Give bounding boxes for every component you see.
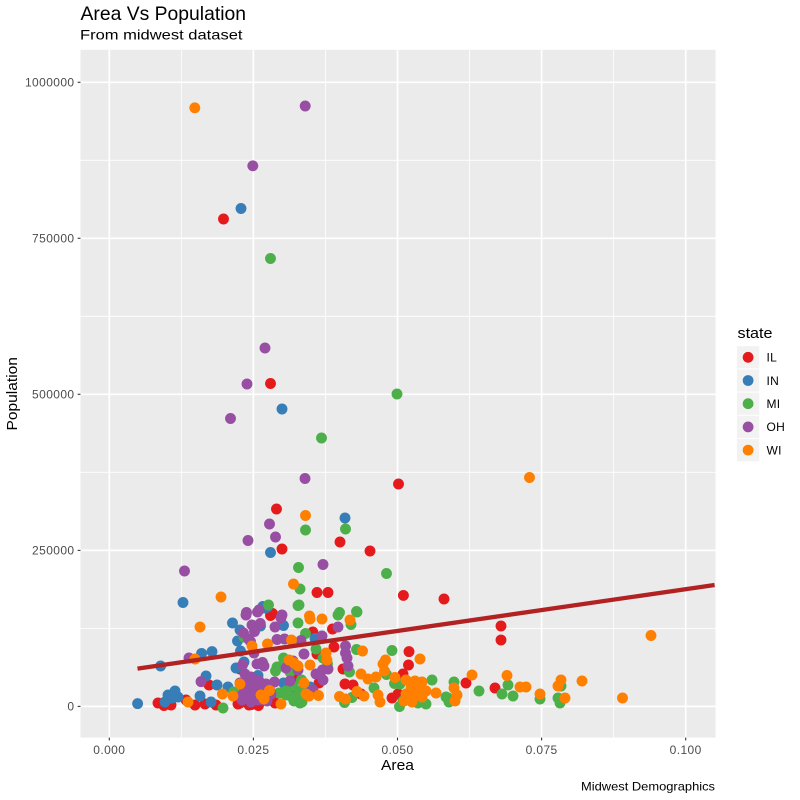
svg-text:From midwest dataset: From midwest dataset xyxy=(80,27,243,43)
svg-text:1000000: 1000000 xyxy=(25,76,75,90)
svg-text:IN: IN xyxy=(767,374,780,388)
svg-text:0.000: 0.000 xyxy=(93,743,125,757)
svg-text:250000: 250000 xyxy=(32,544,74,558)
svg-text:750000: 750000 xyxy=(32,232,74,246)
svg-text:0.075: 0.075 xyxy=(526,743,558,757)
svg-text:Midwest Demographics: Midwest Demographics xyxy=(581,780,715,794)
svg-text:500000: 500000 xyxy=(32,388,74,402)
svg-text:MI: MI xyxy=(767,397,781,411)
svg-text:0: 0 xyxy=(67,700,74,714)
svg-text:0.025: 0.025 xyxy=(237,743,269,757)
svg-text:0.100: 0.100 xyxy=(670,743,702,757)
svg-text:OH: OH xyxy=(767,420,786,434)
svg-text:Area: Area xyxy=(381,758,415,774)
svg-text:state: state xyxy=(738,326,773,342)
svg-text:Population: Population xyxy=(5,357,21,431)
svg-text:Area Vs Population: Area Vs Population xyxy=(81,3,247,25)
svg-text:IL: IL xyxy=(767,351,778,365)
svg-text:0.050: 0.050 xyxy=(381,743,413,757)
svg-text:WI: WI xyxy=(767,443,782,457)
